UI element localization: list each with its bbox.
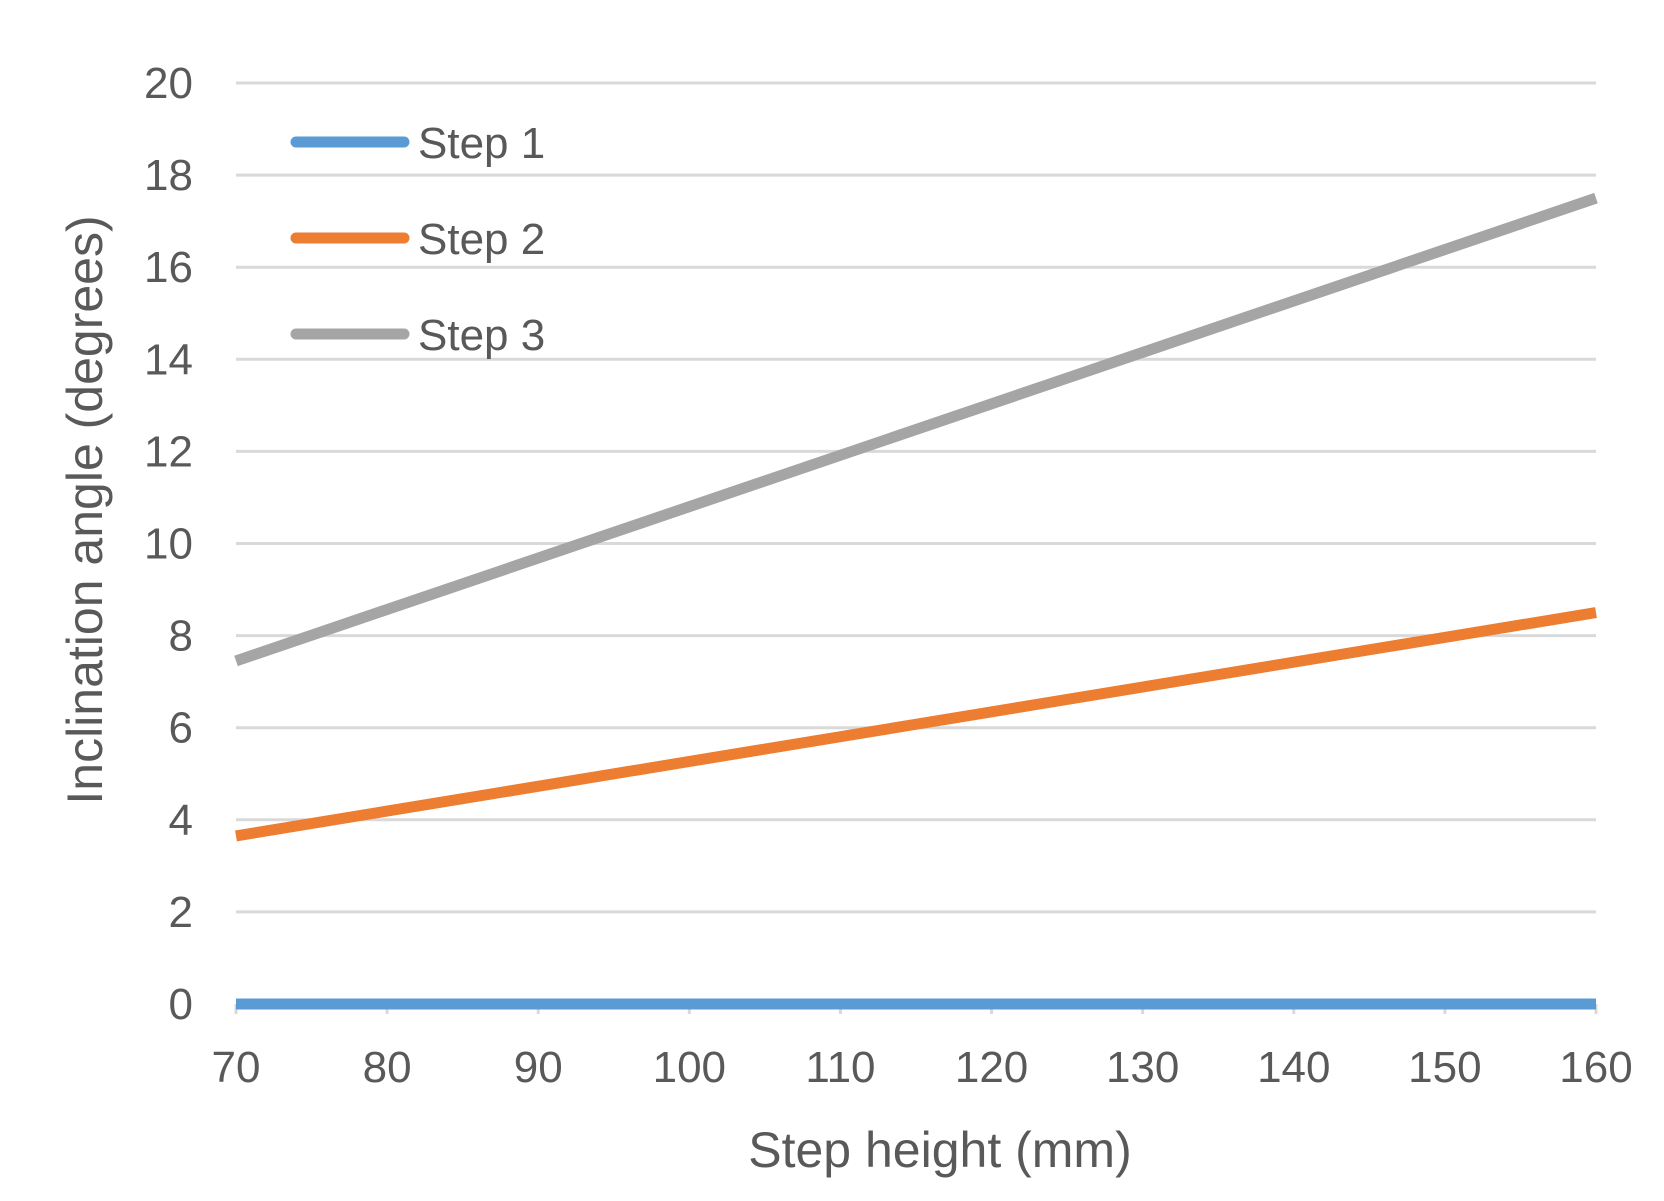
y-tick-label: 10: [144, 520, 193, 569]
y-tick-label: 8: [169, 612, 193, 661]
y-tick-label: 4: [169, 796, 193, 845]
y-tick-label: 0: [169, 980, 193, 1029]
gridlines: [236, 81, 1596, 914]
x-tick-label: 90: [514, 1043, 563, 1092]
legend-label: Step 1: [418, 119, 545, 168]
x-tick-label: 70: [212, 1043, 261, 1092]
y-axis-title: Inclination angle (degrees): [57, 215, 113, 804]
y-tick-label: 2: [169, 888, 193, 937]
x-tick-label: 80: [363, 1043, 412, 1092]
x-axis-title: Step height (mm): [748, 1122, 1131, 1178]
x-tick-label: 120: [955, 1043, 1028, 1092]
y-tick-label: 20: [144, 59, 193, 108]
y-tick-label: 18: [144, 151, 193, 200]
y-tick-label: 16: [144, 243, 193, 292]
x-tick-label: 100: [653, 1043, 726, 1092]
legend-label: Step 3: [418, 311, 545, 360]
legend: Step 1 Step 2 Step 3: [290, 119, 545, 360]
x-tick-label: 160: [1559, 1043, 1632, 1092]
y-tick-label: 6: [169, 704, 193, 753]
y-tick-label: 12: [144, 427, 193, 476]
y-tick-label: 14: [144, 335, 193, 384]
x-tick-label: 140: [1257, 1043, 1330, 1092]
series-lines: [234, 192, 1598, 1010]
x-tick-label: 130: [1106, 1043, 1179, 1092]
y-axis-ticks: 0 2 4 6 8 10 12 14 16 18 20: [144, 59, 193, 1029]
series-line-step-3: [234, 192, 1598, 667]
x-tick-label: 150: [1408, 1043, 1481, 1092]
x-axis: 70 80 90 100 110 120 130 140 150 160: [212, 1002, 1633, 1092]
x-tick-label: 110: [805, 1043, 875, 1092]
series-line-step-2: [235, 607, 1597, 842]
legend-label: Step 2: [418, 215, 545, 264]
